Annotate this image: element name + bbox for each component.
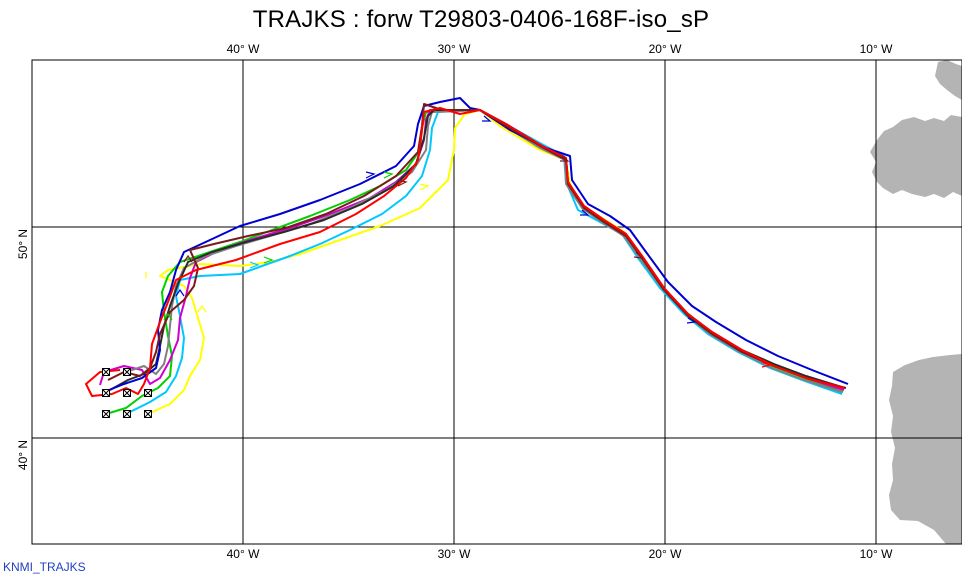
start-marker [123, 410, 131, 418]
lon-label-bottom: 10° W [860, 547, 893, 561]
arrow-marker [197, 304, 207, 313]
start-marker [144, 410, 152, 418]
lon-label-bottom: 40° W [227, 547, 260, 561]
start-markers [102, 368, 152, 418]
arrow-marker [580, 209, 590, 216]
arrow-marker [761, 361, 773, 368]
land-ireland [870, 115, 962, 198]
coordinate-labels: 40° W 30° W 20° W 10° W 40° W 30° W 20° … [16, 42, 893, 561]
start-marker [123, 389, 131, 397]
arrow-marker [633, 251, 644, 259]
arrow-marker [482, 115, 492, 122]
trajectory-blue [103, 97, 849, 393]
land-iberia [889, 354, 962, 544]
arrow-marker [249, 261, 260, 269]
lon-label-top: 20° W [649, 42, 682, 56]
trajectory-green [105, 109, 844, 415]
arrow-marker [560, 155, 570, 162]
trajectory-gray [125, 109, 843, 393]
trajectory-arrows [145, 115, 773, 368]
land-layer [870, 60, 962, 544]
lon-label-top: 30° W [438, 42, 471, 56]
trajectories [85, 97, 849, 415]
lon-label-bottom: 20° W [649, 547, 682, 561]
lat-label: 50° N [16, 229, 30, 259]
lon-label-top: 10° W [860, 42, 893, 56]
arrow-marker [397, 179, 408, 187]
arrow-marker [686, 317, 697, 324]
start-marker [144, 389, 152, 397]
arrow-marker [183, 254, 193, 263]
arrow-marker [365, 171, 376, 179]
start-marker [102, 368, 110, 376]
arrow-marker [263, 256, 274, 264]
land-africa [948, 522, 962, 544]
arrow-marker [419, 183, 430, 191]
trajectory-yellow [147, 109, 843, 415]
credit-label: KNMI_TRAJKS [3, 560, 86, 574]
map-title: TRAJKS : forw T29803-0406-168F-iso_sP [252, 6, 710, 33]
trajectory-cyan [125, 109, 843, 415]
start-marker [123, 368, 131, 376]
map-frame [31, 59, 962, 545]
lat-label: 40° N [16, 440, 30, 470]
lon-label-bottom: 30° W [438, 547, 471, 561]
land-scotland [935, 60, 962, 100]
arrow-marker [175, 288, 185, 297]
arrow-marker [383, 171, 394, 179]
start-marker [102, 389, 110, 397]
trajectory-red [85, 107, 845, 397]
arrow-marker [163, 312, 173, 321]
lon-label-top: 40° W [227, 42, 260, 56]
start-marker [102, 410, 110, 418]
